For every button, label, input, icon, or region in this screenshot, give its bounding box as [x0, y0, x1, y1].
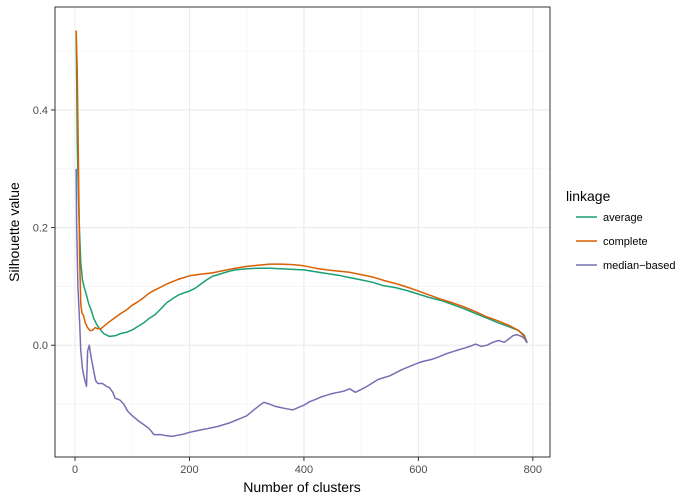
y-axis-ticks: 0.0 0.2 0.4: [33, 105, 55, 352]
x-tick-label: 600: [409, 464, 427, 476]
x-tick-label: 800: [524, 464, 542, 476]
x-tick-label: 200: [180, 464, 198, 476]
y-tick-label: 0.0: [33, 340, 48, 352]
y-tick-label: 0.2: [33, 223, 48, 235]
minor-grid: [55, 7, 550, 457]
plot-border: [54, 6, 551, 458]
legend-label: complete: [603, 236, 648, 248]
x-tick-label: 400: [295, 464, 313, 476]
plot-panel: [55, 7, 550, 457]
series-line-complete: [75, 30, 528, 344]
legend-title: linkage: [566, 188, 611, 204]
major-grid: [55, 7, 550, 457]
series-lines: [75, 30, 528, 438]
series-line-median-based: [75, 168, 528, 438]
series-line-average: [75, 33, 528, 343]
legend-label: average: [603, 212, 643, 224]
x-axis-title: Number of clusters: [243, 479, 360, 495]
x-axis-ticks: 0 200 400 600 800: [72, 457, 542, 476]
y-axis-title: Silhouette value: [6, 182, 22, 282]
legend-label: median−based: [603, 260, 675, 272]
y-tick-label: 0.4: [33, 105, 48, 117]
x-tick-label: 0: [72, 464, 78, 476]
legend: linkage average complete median−based: [566, 188, 675, 272]
